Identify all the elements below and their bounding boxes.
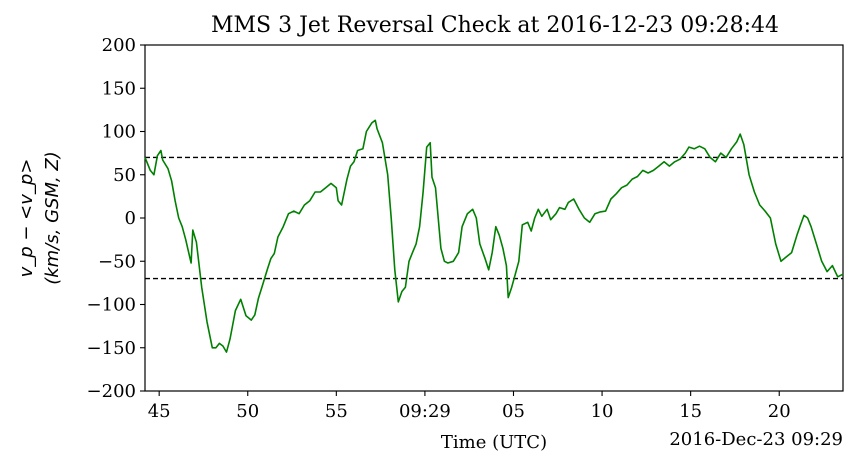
y-tick-label: 100 (102, 122, 136, 143)
y-tick-label: −100 (87, 295, 136, 316)
y-tick-label: 0 (125, 208, 136, 229)
x-tick-label: 55 (325, 401, 348, 422)
x-tick-label: 05 (502, 401, 525, 422)
series-line-velocity (144, 119, 844, 353)
y-axis-label-line1: v_p − <v_p> (16, 159, 37, 278)
y-tick-label: −50 (98, 251, 136, 272)
chart-title: MMS 3 Jet Reversal Check at 2016-12-23 0… (211, 13, 779, 38)
y-tick-label: 200 (102, 35, 136, 56)
x-tick-label: 15 (679, 401, 702, 422)
x-tick-label: 20 (768, 401, 791, 422)
series-group (144, 119, 844, 353)
x-tick-label: 50 (236, 401, 259, 422)
x-axis-date-label: 2016-Dec-23 09:29 (669, 429, 843, 450)
y-tick-label: −150 (87, 338, 136, 359)
threshold-lines (145, 156, 843, 280)
y-axis-label-line2: (km/s, GSM, Z) (42, 151, 63, 285)
y-tick-label: 150 (102, 78, 136, 99)
x-tick-label: 45 (148, 401, 171, 422)
y-tick-label: 50 (113, 165, 136, 186)
y-axis-ticks: 200 150 100 50 0 −50 −100 −150 −200 (87, 35, 145, 402)
x-tick-label: 10 (591, 401, 614, 422)
x-axis-label: Time (UTC) (441, 432, 547, 453)
y-tick-label: −200 (87, 381, 136, 402)
x-axis-ticks: 45 50 55 09:29 05 10 15 20 (148, 391, 791, 422)
x-tick-label: 09:29 (399, 401, 451, 422)
